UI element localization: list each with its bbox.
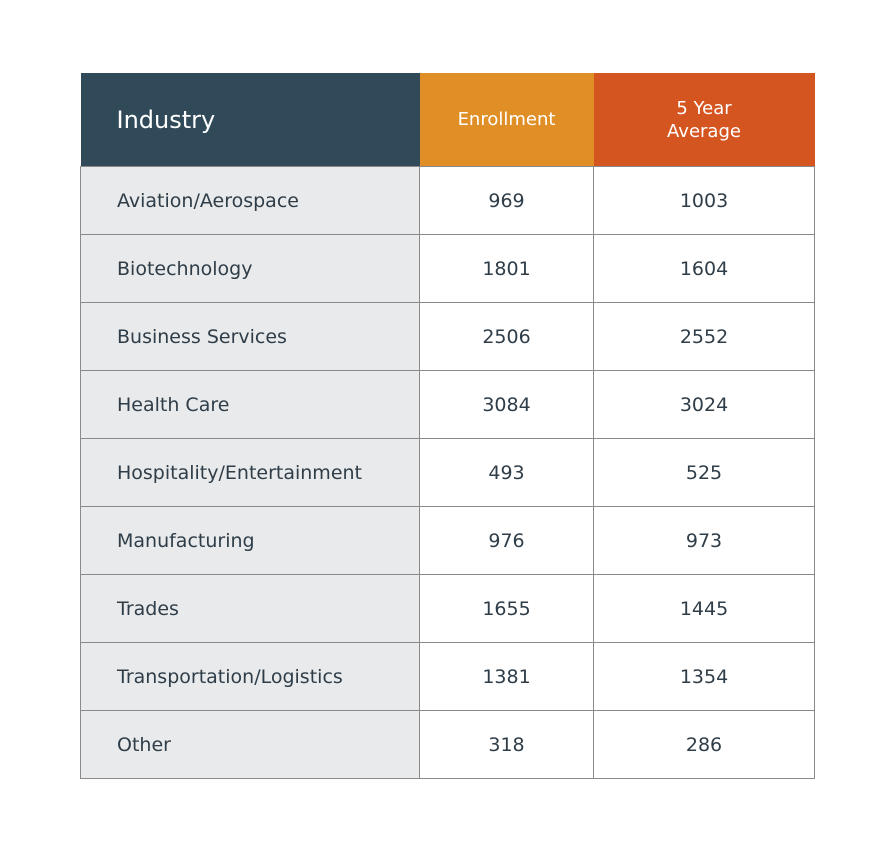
enrollment-cell: 318 bbox=[419, 710, 594, 779]
average-cell: 3024 bbox=[593, 370, 815, 439]
enrollment-cell: 3084 bbox=[419, 370, 594, 439]
average-cell: 2552 bbox=[593, 302, 815, 371]
enrollment-cell: 1801 bbox=[419, 234, 594, 303]
average-cell: 1003 bbox=[593, 166, 815, 235]
industry-cell: Aviation/Aerospace bbox=[80, 166, 420, 235]
industry-cell: Business Services bbox=[80, 302, 420, 371]
enrollment-column-header: Enrollment bbox=[419, 73, 594, 167]
table-row: Transportation/Logistics 1381 1354 bbox=[80, 642, 815, 711]
enrollment-cell: 976 bbox=[419, 506, 594, 575]
average-cell: 525 bbox=[593, 438, 815, 507]
industry-cell: Trades bbox=[80, 574, 420, 643]
average-header-line2: Average bbox=[667, 120, 741, 142]
industry-cell: Hospitality/Entertainment bbox=[80, 438, 420, 507]
average-cell: 1445 bbox=[593, 574, 815, 643]
average-header-line1: 5 Year bbox=[676, 97, 732, 119]
industry-cell: Transportation/Logistics bbox=[80, 642, 420, 711]
average-cell: 973 bbox=[593, 506, 815, 575]
table-body: Aviation/Aerospace 969 1003 Biotechnolog… bbox=[80, 166, 815, 779]
enrollment-cell: 1655 bbox=[419, 574, 594, 643]
five-year-average-column-header: 5 Year Average bbox=[593, 73, 815, 167]
enrollment-cell: 1381 bbox=[419, 642, 594, 711]
table-row: Trades 1655 1445 bbox=[80, 574, 815, 643]
industry-cell: Health Care bbox=[80, 370, 420, 439]
industry-cell: Biotechnology bbox=[80, 234, 420, 303]
table-row: Business Services 2506 2552 bbox=[80, 302, 815, 371]
table-row: Other 318 286 bbox=[80, 710, 815, 779]
table-row: Aviation/Aerospace 969 1003 bbox=[80, 166, 815, 235]
average-cell: 286 bbox=[593, 710, 815, 779]
average-cell: 1604 bbox=[593, 234, 815, 303]
industry-cell: Manufacturing bbox=[80, 506, 420, 575]
table-header-row: Industry Enrollment 5 Year Average bbox=[80, 73, 815, 167]
enrollment-cell: 2506 bbox=[419, 302, 594, 371]
table-row: Health Care 3084 3024 bbox=[80, 370, 815, 439]
enrollment-table: Industry Enrollment 5 Year Average Aviat… bbox=[80, 73, 815, 779]
average-cell: 1354 bbox=[593, 642, 815, 711]
enrollment-cell: 969 bbox=[419, 166, 594, 235]
industry-cell: Other bbox=[80, 710, 420, 779]
table-row: Biotechnology 1801 1604 bbox=[80, 234, 815, 303]
enrollment-table-container: Industry Enrollment 5 Year Average Aviat… bbox=[80, 73, 815, 779]
table-row: Manufacturing 976 973 bbox=[80, 506, 815, 575]
enrollment-cell: 493 bbox=[419, 438, 594, 507]
table-row: Hospitality/Entertainment 493 525 bbox=[80, 438, 815, 507]
industry-column-header: Industry bbox=[80, 73, 420, 167]
